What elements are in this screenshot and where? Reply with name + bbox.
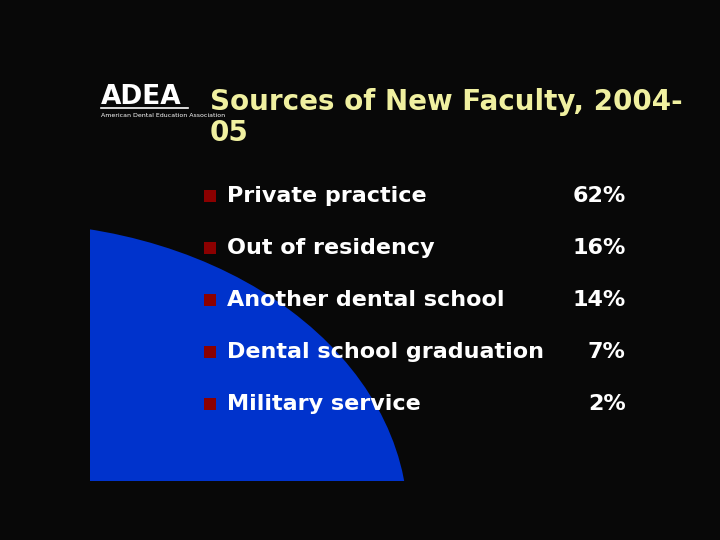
Text: 16%: 16% <box>572 238 626 258</box>
Point <box>204 400 216 408</box>
Text: 62%: 62% <box>572 186 626 206</box>
Text: American Dental Education Association: American Dental Education Association <box>101 113 225 118</box>
Point <box>204 192 216 200</box>
Text: Dental school graduation: Dental school graduation <box>227 342 544 362</box>
Text: ADEA: ADEA <box>101 84 181 110</box>
Text: Another dental school: Another dental school <box>227 290 504 310</box>
Text: Military service: Military service <box>227 394 420 414</box>
Text: 2%: 2% <box>588 394 626 414</box>
Text: Private practice: Private practice <box>227 186 426 206</box>
Point <box>204 244 216 252</box>
Point <box>204 347 216 356</box>
Text: Sources of New Faculty, 2004-
05: Sources of New Faculty, 2004- 05 <box>210 87 683 147</box>
Point <box>204 295 216 304</box>
Text: 14%: 14% <box>572 290 626 310</box>
Text: Out of residency: Out of residency <box>227 238 434 258</box>
Circle shape <box>0 223 408 540</box>
Text: 7%: 7% <box>588 342 626 362</box>
